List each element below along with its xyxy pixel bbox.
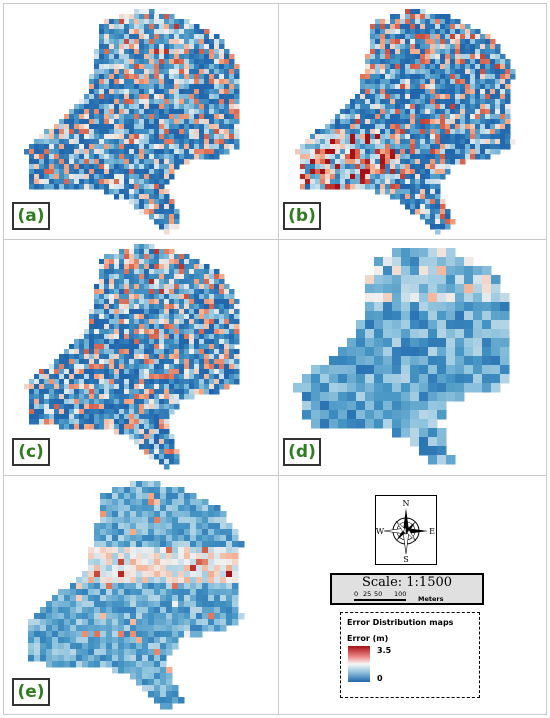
grid-divider-row2: [4, 475, 546, 476]
legend-max-label: 3.5: [377, 646, 392, 655]
error-map-b: [295, 9, 516, 235]
compass-rose-icon: N S E W: [376, 499, 435, 564]
compass-west-label: W: [376, 527, 385, 536]
panel-label-e: (e): [12, 678, 50, 706]
panel-label-d: (d): [283, 438, 321, 466]
scale-title: Scale: 1:1500: [361, 575, 453, 590]
error-map-d: [293, 248, 510, 465]
scale-tick-label: 50: [374, 590, 383, 598]
north-arrow: N S E W: [375, 495, 437, 565]
figure-frame: [3, 3, 547, 715]
legend-heading: Error (m): [347, 634, 389, 643]
error-map-a: [24, 9, 240, 235]
error-map-e: [28, 481, 245, 710]
grid-divider-row1: [4, 239, 546, 240]
legend-panel: N S E W Scale: 1:1500 0 25 50 100 Meters…: [275, 475, 546, 714]
compass-south-label: S: [403, 555, 408, 564]
compass-north-label: N: [403, 499, 410, 508]
scale-tick-label: 25: [363, 590, 372, 598]
scale-unit: Meters: [418, 595, 444, 603]
panel-label-b: (b): [283, 202, 321, 230]
color-legend: Error Distribution maps Error (m) 3.5 0: [340, 612, 480, 698]
scale-tick-label: 0: [354, 590, 359, 598]
grid-divider-vertical: [278, 4, 279, 714]
map-panel-c: (c): [4, 239, 274, 474]
scale-tick-label: 100: [394, 590, 407, 598]
legend-title: Error Distribution maps: [347, 618, 454, 627]
map-panel-a: (a): [4, 4, 274, 238]
map-panel-b: (b): [275, 4, 546, 238]
map-panel-e: (e): [4, 475, 274, 714]
panel-label-a: (a): [12, 202, 50, 230]
legend-color-ramp: [348, 646, 370, 682]
map-panel-d: (d): [275, 239, 546, 474]
legend-min-label: 0: [377, 674, 383, 683]
scale-box: Scale: 1:1500 0 25 50 100 Meters: [330, 573, 484, 605]
compass-east-label: E: [429, 527, 435, 536]
scale-bar: [354, 599, 406, 601]
panel-label-c: (c): [12, 438, 50, 466]
error-map-c: [24, 244, 240, 470]
